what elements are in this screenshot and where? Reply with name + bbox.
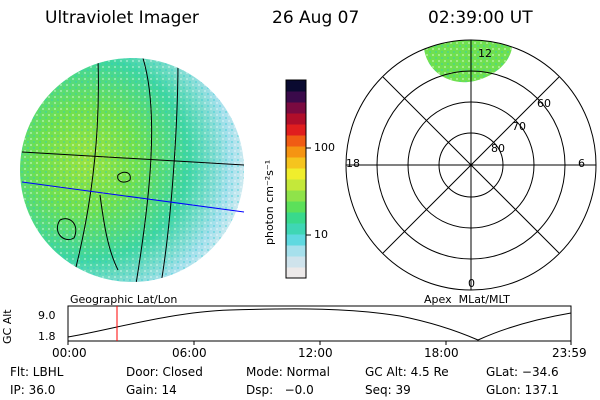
colorbar-tick-10: 10 xyxy=(314,228,328,241)
apex-label: Apex MLat/MLT xyxy=(424,293,510,306)
gc-alt-status: GC Alt: 4.5 Re xyxy=(365,365,449,379)
timeline-frame xyxy=(67,305,572,342)
colorbar-tick-100: 100 xyxy=(314,141,335,154)
colorbar-segment xyxy=(286,245,306,257)
colorbar-segment xyxy=(286,157,306,169)
glat-status: GLat: −34.6 xyxy=(486,365,559,379)
lat-label-60: 60 xyxy=(537,97,551,110)
mlt-label-6: 6 xyxy=(578,157,585,170)
colorbar-segment xyxy=(286,91,306,103)
colorbar-segment xyxy=(286,124,306,136)
coastline xyxy=(194,254,244,271)
coastline xyxy=(117,171,131,183)
altitude-curve xyxy=(67,308,572,341)
time-tick-label: 18:00 xyxy=(424,346,459,360)
time-tick-label: 23:59 xyxy=(552,346,587,360)
mlt-label-0: 0 xyxy=(468,277,475,290)
island-outline xyxy=(56,218,77,240)
timeline-y-bottom: 1.8 xyxy=(38,330,56,343)
orbit-timeline xyxy=(67,305,572,345)
colorbar-segment xyxy=(286,201,306,213)
mlt-line-diagonal xyxy=(382,76,560,254)
mlt-label-18: 18 xyxy=(346,157,360,170)
coastline xyxy=(99,194,119,271)
colorbar-segment xyxy=(286,146,306,158)
dsp-status: Dsp: −0.0 xyxy=(246,383,314,397)
colorbar-segment xyxy=(286,234,306,246)
disk-noise xyxy=(20,58,244,282)
colorbar-frame xyxy=(285,79,307,279)
colorbar-segment xyxy=(286,168,306,180)
latitude-line xyxy=(21,151,245,166)
latitude-line-blue xyxy=(21,181,245,213)
gain-status: Gain: 14 xyxy=(126,383,177,397)
time-label: 02:39:00 UT xyxy=(428,8,533,28)
polar-plot xyxy=(345,39,597,291)
colorbar-unit-label: photon cm⁻²s⁻¹ xyxy=(263,159,276,245)
colorbar-segment xyxy=(286,102,306,114)
colorbar-segment xyxy=(286,80,306,92)
time-tick-label: 06:00 xyxy=(172,346,207,360)
geographic-label: Geographic Lat/Lon xyxy=(70,293,178,306)
mode-status: Mode: Normal xyxy=(246,365,330,379)
geographic-image xyxy=(20,58,245,282)
glon-status: GLon: 137.1 xyxy=(486,383,559,397)
seq-status: Seq: 39 xyxy=(365,383,411,397)
auroral-noise xyxy=(424,40,512,83)
colorbar-segment xyxy=(286,256,306,268)
meridian-line xyxy=(69,59,99,282)
time-tick-label: 00:00 xyxy=(52,346,87,360)
colorbar-segment xyxy=(286,212,306,224)
lat-label-80: 80 xyxy=(491,142,505,155)
instrument-title: Ultraviolet Imager xyxy=(45,8,199,28)
colorbar-segment xyxy=(286,113,306,125)
colorbar-segment xyxy=(286,190,306,202)
filter-status: Flt: LBHL xyxy=(10,365,64,379)
date-label: 26 Aug 07 xyxy=(272,8,360,28)
lat-label-70: 70 xyxy=(512,120,526,133)
colorbar xyxy=(285,79,311,279)
door-status: Door: Closed xyxy=(126,365,203,379)
timeline-y-top: 9.0 xyxy=(38,309,56,322)
colorbar-segment xyxy=(286,179,306,191)
timeline-axis-label: GC Alt xyxy=(1,309,14,344)
colorbar-segment xyxy=(286,267,306,279)
meridian-line xyxy=(159,59,179,282)
colorbar-segment xyxy=(286,135,306,147)
ip-status: IP: 36.0 xyxy=(10,383,56,397)
colorbar-segment xyxy=(286,223,306,235)
mlt-label-12: 12 xyxy=(478,47,492,60)
time-tick-label: 12:00 xyxy=(298,346,333,360)
